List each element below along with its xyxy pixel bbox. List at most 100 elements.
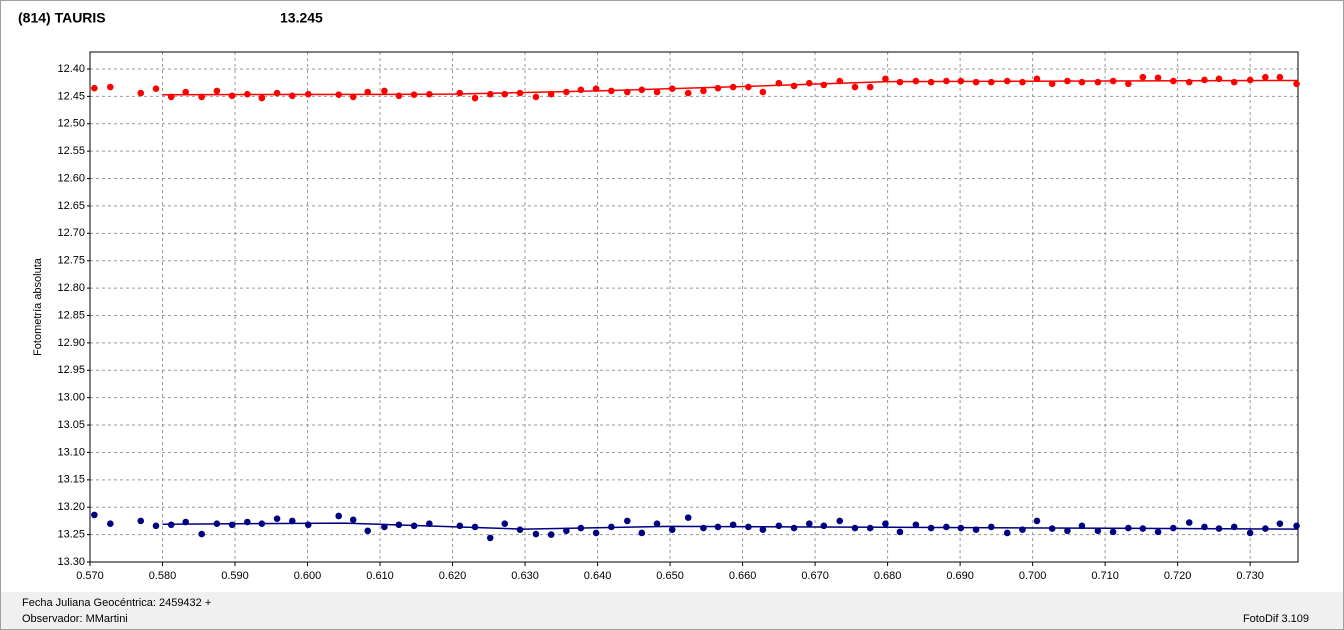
data-point <box>1048 80 1056 88</box>
data-point <box>638 86 646 94</box>
data-point <box>273 515 281 523</box>
data-point <box>1048 525 1056 532</box>
x-tick-label: 0.600 <box>294 570 322 582</box>
data-point <box>882 75 889 83</box>
data-point <box>289 517 296 525</box>
data-point <box>1109 528 1117 536</box>
data-point <box>516 526 524 533</box>
data-point <box>167 521 175 529</box>
data-point <box>1125 80 1132 88</box>
data-point <box>943 77 950 85</box>
plot-border <box>89 51 1299 563</box>
x-tick-label: 0.630 <box>511 570 539 582</box>
data-point <box>957 77 965 85</box>
x-tick-label: 0.660 <box>729 570 757 582</box>
data-point <box>395 92 403 100</box>
data-point <box>516 89 524 97</box>
series-name: (814) TAURIS <box>18 10 106 26</box>
data-point <box>381 87 388 95</box>
data-point <box>1078 522 1086 530</box>
data-point <box>335 512 343 520</box>
data-point <box>820 522 828 530</box>
y-axis-label: Fotometría absoluta <box>32 257 44 356</box>
data-point <box>745 83 752 91</box>
y-tick-label: 12.75 <box>57 255 85 267</box>
data-point <box>364 527 372 535</box>
data-point <box>486 534 494 542</box>
data-point <box>972 526 980 533</box>
data-point <box>972 78 980 86</box>
data-point <box>896 528 904 536</box>
data-point <box>912 77 920 85</box>
data-point <box>866 83 874 91</box>
data-point <box>258 520 266 527</box>
data-point <box>152 522 160 530</box>
data-point <box>244 90 251 98</box>
data-point <box>501 520 509 527</box>
data-point <box>577 524 585 532</box>
x-tick-label: 0.700 <box>1019 570 1047 582</box>
data-point <box>244 518 251 526</box>
footer-observer: Observador: MMartini <box>22 613 128 625</box>
data-point <box>1293 522 1300 530</box>
data-point <box>410 522 418 530</box>
data-point <box>1064 527 1071 535</box>
data-point <box>775 79 783 87</box>
y-tick-label: 13.00 <box>57 392 85 404</box>
data-point <box>805 79 813 87</box>
data-point <box>851 524 859 532</box>
data-point <box>1019 78 1026 86</box>
data-point <box>1246 529 1254 537</box>
x-tick-label: 0.720 <box>1164 570 1192 582</box>
data-point <box>228 521 236 529</box>
y-tick-label: 12.40 <box>57 63 85 75</box>
data-point <box>1033 517 1041 525</box>
data-point <box>456 522 464 530</box>
y-tick-label: 13.20 <box>57 501 85 513</box>
data-point <box>866 524 874 532</box>
data-point <box>927 78 935 86</box>
data-point <box>608 523 615 531</box>
data-point <box>471 523 479 531</box>
data-point <box>532 93 540 101</box>
data-point <box>927 524 935 532</box>
data-point <box>1185 519 1193 526</box>
data-point <box>1078 78 1086 86</box>
y-tick-label: 12.65 <box>57 200 85 212</box>
x-tick-label: 0.680 <box>874 570 902 582</box>
data-point <box>577 86 585 94</box>
series-name: 13.245 <box>280 10 323 26</box>
data-point <box>896 78 904 86</box>
data-point <box>182 88 190 96</box>
data-point <box>426 90 433 98</box>
data-point <box>1003 77 1011 85</box>
x-tick-label: 0.610 <box>366 570 394 582</box>
data-point <box>563 88 570 96</box>
data-point <box>729 521 737 529</box>
data-point <box>395 521 403 529</box>
data-point <box>1154 74 1162 82</box>
data-point <box>152 85 160 93</box>
x-tick-label: 0.650 <box>656 570 684 582</box>
x-tick-label: 0.570 <box>76 570 104 582</box>
data-point <box>912 521 920 529</box>
data-point <box>684 89 692 97</box>
data-point <box>547 531 555 538</box>
data-point <box>987 78 995 86</box>
y-tick-label: 13.30 <box>57 556 85 568</box>
data-point <box>107 520 114 527</box>
data-point <box>1033 75 1041 83</box>
data-point <box>228 92 236 100</box>
y-tick-label: 12.45 <box>57 90 85 102</box>
data-point <box>1019 526 1026 533</box>
data-point <box>1276 520 1284 527</box>
data-point <box>1215 75 1223 83</box>
data-point <box>107 83 114 91</box>
x-tick-label: 0.580 <box>149 570 177 582</box>
data-point <box>289 92 296 100</box>
y-tick-label: 12.90 <box>57 337 85 349</box>
data-point <box>653 520 661 527</box>
data-point <box>1215 525 1223 532</box>
data-point <box>653 88 661 96</box>
x-tick-label: 0.640 <box>584 570 612 582</box>
